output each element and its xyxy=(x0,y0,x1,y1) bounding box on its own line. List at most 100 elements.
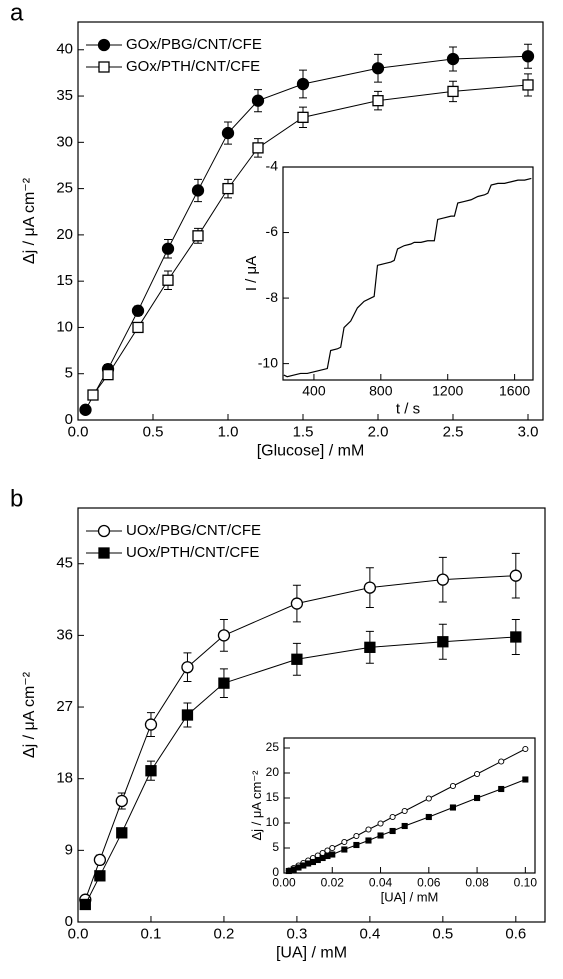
legend-label: UOx/PTH/CNT/CFE xyxy=(126,544,259,561)
legend-label: GOx/PBG/CNT/CFE xyxy=(126,36,262,53)
marker xyxy=(116,827,128,839)
marker xyxy=(449,782,456,790)
marker xyxy=(291,653,303,665)
x-tick-label: 2.0 xyxy=(368,424,389,441)
y-tick-label: -6 xyxy=(266,223,279,239)
y-axis-label: Δj / μA cm⁻² xyxy=(21,177,38,264)
marker xyxy=(521,50,535,63)
y-tick-label: 27 xyxy=(56,698,73,715)
plot-frame xyxy=(77,21,544,421)
marker xyxy=(161,242,175,255)
marker xyxy=(437,636,449,648)
data-line xyxy=(84,636,516,905)
data-line xyxy=(283,177,532,378)
marker xyxy=(162,274,174,286)
marker xyxy=(79,403,92,416)
x-tick-label: 0.0 xyxy=(68,424,89,441)
marker xyxy=(498,758,505,765)
panel-label: b xyxy=(10,485,23,512)
marker xyxy=(377,832,384,839)
marker xyxy=(364,641,376,653)
x-tick-label: 0.5 xyxy=(143,424,164,441)
y-tick-label: 10 xyxy=(266,815,280,829)
marker xyxy=(474,770,481,778)
legend-marker xyxy=(98,61,110,73)
marker xyxy=(522,776,529,783)
y-tick-label: 30 xyxy=(56,133,73,150)
x-tick-label: 0.10 xyxy=(514,875,538,889)
x-axis-label: [Glucose] / mM xyxy=(257,443,365,460)
x-tick-label: 0.00 xyxy=(272,875,296,889)
x-tick-label: 1.5 xyxy=(293,424,314,441)
plot-frame xyxy=(283,737,536,874)
x-tick-label: 0.6 xyxy=(505,926,526,943)
marker xyxy=(449,804,456,811)
x-tick-label: 0.0 xyxy=(68,926,89,943)
x-tick-label: 0.08 xyxy=(465,875,489,889)
legend-label: GOx/PTH/CNT/CFE xyxy=(126,58,260,75)
x-tick-label: 3.0 xyxy=(518,424,539,441)
marker xyxy=(401,822,408,830)
y-tick-label: 36 xyxy=(56,626,73,643)
marker xyxy=(132,321,144,334)
y-tick-label: 25 xyxy=(266,740,280,754)
marker xyxy=(389,827,396,835)
x-tick-label: 0.06 xyxy=(417,875,441,889)
marker xyxy=(425,795,432,802)
marker xyxy=(222,182,234,195)
marker xyxy=(93,853,107,867)
marker xyxy=(425,813,432,821)
y-tick-label: 18 xyxy=(56,770,73,787)
marker xyxy=(353,832,360,840)
x-tick-label: 0.5 xyxy=(432,926,453,943)
y-tick-label: 0 xyxy=(65,411,73,428)
marker xyxy=(522,745,529,753)
marker xyxy=(510,631,522,643)
marker xyxy=(290,597,304,610)
marker xyxy=(474,794,481,802)
marker xyxy=(447,85,459,98)
y-tick-label: 5 xyxy=(65,365,73,382)
marker xyxy=(297,111,309,123)
y-tick-label: 15 xyxy=(266,790,280,804)
marker xyxy=(94,870,106,882)
y-tick-label: 20 xyxy=(56,226,73,243)
marker xyxy=(181,709,194,721)
x-axis-label: [UA] / mM xyxy=(381,890,439,905)
x-tick-label: 0.02 xyxy=(321,875,345,889)
y-tick-label: 20 xyxy=(266,765,280,779)
marker xyxy=(522,79,534,91)
marker xyxy=(191,184,205,197)
marker xyxy=(436,573,449,586)
y-tick-label: 35 xyxy=(56,87,73,104)
marker xyxy=(102,368,114,381)
y-tick-label: 45 xyxy=(56,555,73,572)
marker xyxy=(251,94,265,107)
x-tick-label: 0.1 xyxy=(141,926,162,943)
marker xyxy=(377,820,384,827)
y-tick-label: -4 xyxy=(266,158,279,174)
y-tick-label: 10 xyxy=(56,318,73,335)
marker xyxy=(329,844,336,852)
y-tick-label: 0 xyxy=(272,865,279,879)
y-tick-label: 0 xyxy=(65,913,73,930)
marker xyxy=(371,62,385,75)
marker xyxy=(509,569,522,582)
marker xyxy=(296,77,310,91)
marker xyxy=(218,677,230,689)
marker xyxy=(363,581,377,594)
x-tick-label: 800 xyxy=(369,383,393,399)
marker xyxy=(341,846,348,853)
x-tick-label: 2.5 xyxy=(443,424,464,441)
data-line xyxy=(84,575,516,900)
marker xyxy=(365,837,372,844)
marker xyxy=(181,661,194,674)
marker xyxy=(221,126,235,140)
marker xyxy=(498,785,505,793)
x-tick-label: 1.0 xyxy=(218,424,239,441)
y-tick-label: 15 xyxy=(56,272,73,289)
marker xyxy=(252,142,264,154)
marker xyxy=(79,898,91,911)
x-axis-label: t / s xyxy=(396,400,420,417)
